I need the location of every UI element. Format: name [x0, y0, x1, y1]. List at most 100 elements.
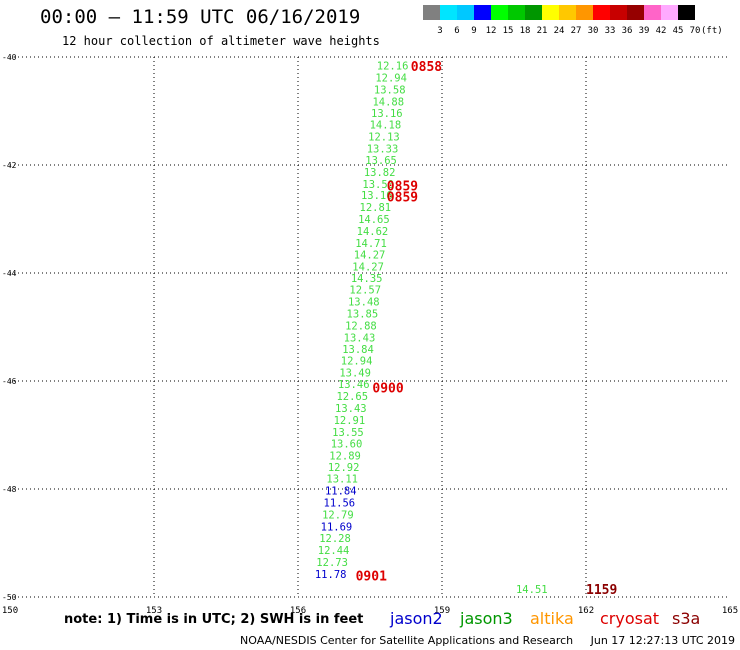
wave-height-value: 12.57 — [349, 285, 381, 297]
satellite-label-altika: altika — [530, 609, 574, 628]
legend-value: 42 — [655, 26, 667, 36]
wave-height-value: 13.33 — [367, 143, 399, 155]
y-tick-label: -40 — [2, 53, 17, 62]
legend-swatch — [423, 5, 440, 20]
wave-height-value: 13.46 — [338, 379, 370, 391]
wave-height-value: 12.13 — [368, 131, 400, 143]
wave-height-value: 12.81 — [360, 202, 392, 214]
time-label: 0859 — [387, 190, 418, 205]
satellite-label-s3a: s3a — [672, 609, 701, 628]
wave-height-value: 14.27 — [354, 250, 386, 262]
wave-height-value: 12.28 — [319, 533, 351, 545]
wave-height-value: 14.51 — [516, 584, 548, 596]
legend-swatch — [440, 5, 457, 20]
legend-value: 30 — [587, 26, 599, 36]
wave-height-value: 12.79 — [322, 509, 354, 521]
wave-height-value: 11.56 — [324, 498, 356, 510]
y-tick-label: -46 — [2, 377, 17, 386]
legend-swatch — [559, 5, 576, 20]
wave-height-value: 13.16 — [361, 190, 393, 202]
legend-value: 3 — [437, 26, 443, 36]
wave-height-value: 12.88 — [345, 320, 377, 332]
wave-height-value: 13.60 — [331, 439, 363, 451]
wave-height-value: 14.62 — [357, 226, 389, 238]
wave-height-value: 12.65 — [336, 391, 368, 403]
legend-value: 21 — [536, 26, 548, 36]
wave-height-value: 12.73 — [316, 557, 348, 569]
wave-height-labels: 12.1612.9413.5814.8813.1614.1812.1313.33… — [315, 61, 548, 596]
legend-swatch — [491, 5, 508, 20]
y-tick-label: -44 — [2, 269, 17, 278]
legend-value: 36 — [621, 26, 633, 36]
time-label: 0858 — [411, 60, 442, 75]
x-tick-label: 150 — [2, 606, 18, 616]
y-tick-label: -50 — [2, 593, 17, 602]
wave-height-value: 13.16 — [371, 108, 403, 120]
footer-note: note: 1) Time is in UTC; 2) SWH is in fe… — [64, 612, 364, 627]
wave-height-value: 14.18 — [370, 120, 402, 132]
legend-value: 12 — [485, 26, 497, 36]
legend-swatch — [678, 5, 695, 20]
legend-value: 45 — [672, 26, 684, 36]
legend-value: 39 — [638, 26, 650, 36]
wave-height-value: 13.84 — [342, 344, 374, 356]
time-label: 0900 — [372, 381, 403, 396]
satellite-label-jason3: jason3 — [460, 609, 513, 628]
axis-tick-labels: 150 153 156 159 162 165 -40 -42 -44 -46 -48 -50 — [2, 53, 738, 616]
legend-swatch — [610, 5, 627, 20]
wave-height-value: 13.43 — [335, 403, 367, 415]
plot-grid — [10, 56, 730, 598]
chart-title: 00:00 – 11:59 UTC 06/16/2019 — [40, 6, 361, 28]
wave-height-value: 13.65 — [365, 155, 397, 167]
wave-height-value: 13.49 — [339, 367, 371, 379]
legend-swatch — [525, 5, 542, 20]
legend-value: 9 — [471, 26, 477, 36]
legend-swatch — [508, 5, 525, 20]
wave-height-value: 13.48 — [348, 297, 380, 309]
legend-swatch — [644, 5, 661, 20]
y-tick-label: -48 — [2, 485, 17, 494]
legend-swatch — [593, 5, 610, 20]
wave-height-value: 14.88 — [372, 96, 404, 108]
wave-height-value: 11.69 — [321, 521, 353, 533]
wave-height-value: 14.71 — [355, 238, 387, 250]
wave-height-value: 13.55 — [332, 427, 364, 439]
wave-height-value: 13.43 — [344, 332, 376, 344]
legend-swatch — [542, 5, 559, 20]
wave-height-value: 14.35 — [351, 273, 383, 285]
time-label: 0901 — [356, 569, 387, 584]
x-tick-label: 165 — [722, 606, 738, 616]
wave-height-value: 13.85 — [347, 309, 379, 321]
wave-height-value: 12.91 — [334, 415, 366, 427]
legend-value: 33 — [604, 26, 616, 36]
y-tick-label: -42 — [2, 161, 17, 170]
wave-height-value: 12.94 — [341, 355, 373, 367]
legend-unit: (ft) — [701, 26, 723, 36]
x-tick-label: 162 — [578, 606, 594, 616]
legend-value: 27 — [570, 26, 582, 36]
legend-swatch — [457, 5, 474, 20]
wave-height-value: 13.50 — [362, 179, 394, 191]
credit-line: NOAA/NESDIS Center for Satellite Applica… — [240, 634, 735, 647]
wave-height-value: 14.65 — [358, 214, 390, 226]
wave-height-value: 12.44 — [318, 545, 350, 557]
wave-height-value: 12.94 — [375, 73, 407, 85]
legend-swatch — [627, 5, 644, 20]
wave-height-value: 13.11 — [326, 474, 358, 486]
legend-swatch — [576, 5, 593, 20]
wave-height-value: 12.89 — [329, 451, 361, 463]
legend-swatch — [661, 5, 678, 20]
x-tick-label: 156 — [290, 606, 306, 616]
legend-value: 15 — [502, 26, 514, 36]
wave-height-value: 14.27 — [352, 262, 384, 274]
chart-subtitle: 12 hour collection of altimeter wave hei… — [62, 34, 380, 48]
wave-height-value: 11.84 — [325, 486, 357, 498]
legend-swatch — [474, 5, 491, 20]
wave-height-value: 13.82 — [364, 167, 396, 179]
legend-value: 24 — [553, 26, 565, 36]
wave-height-value: 13.58 — [374, 84, 406, 96]
legend-value: 70 — [689, 26, 701, 36]
